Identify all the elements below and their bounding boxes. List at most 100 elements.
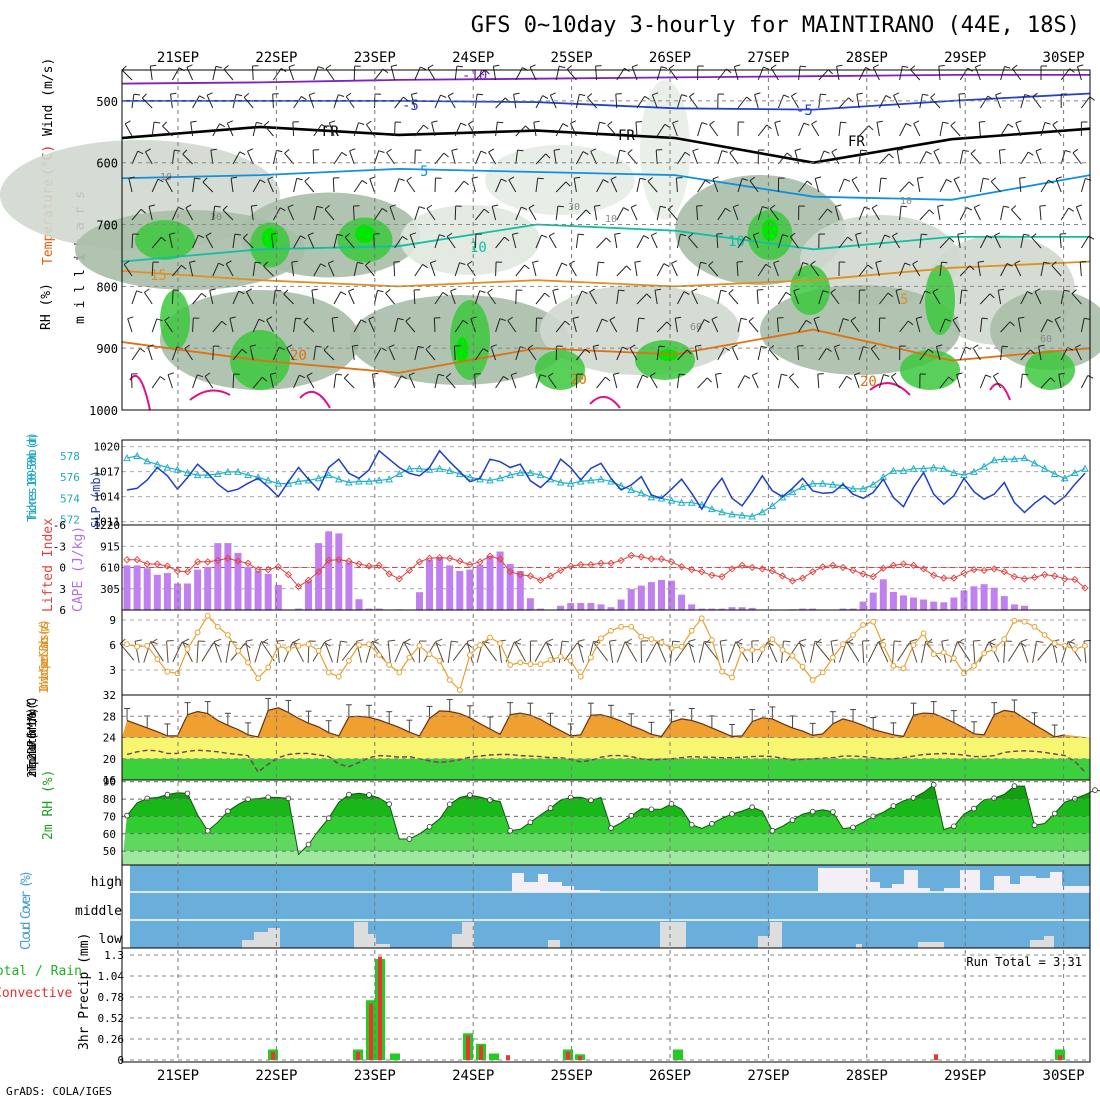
isotherm-label: 30 bbox=[568, 202, 580, 213]
surface-wind-barb-flag bbox=[294, 639, 300, 642]
wind-barb-flag bbox=[378, 290, 384, 291]
wind-barb-flag bbox=[399, 179, 405, 181]
cloud-high-bar bbox=[562, 886, 574, 892]
wind-barb bbox=[172, 290, 173, 304]
wind-speed-point bbox=[488, 635, 493, 640]
rh-point bbox=[246, 797, 251, 802]
rh-point bbox=[891, 804, 896, 809]
cape-bar bbox=[618, 600, 625, 611]
wind-barb bbox=[839, 122, 841, 136]
surface-wind-barb-flag bbox=[388, 640, 395, 641]
surface-wind-barb bbox=[1038, 644, 1052, 661]
cape-bar bbox=[224, 543, 231, 610]
surface-wind-barb bbox=[373, 643, 386, 661]
wind-speed-point bbox=[447, 678, 452, 683]
surface-wind-barb bbox=[816, 644, 830, 661]
wind-speed-point bbox=[226, 633, 231, 638]
wind-barb bbox=[1081, 236, 1088, 248]
wind-speed-point bbox=[820, 670, 825, 675]
wind-barb bbox=[854, 375, 859, 388]
cloud-high-bar bbox=[1010, 884, 1020, 892]
rh-point bbox=[831, 810, 836, 815]
wind-barb-flag bbox=[342, 152, 347, 155]
wind-barb-flag bbox=[963, 150, 969, 151]
wind-barb bbox=[615, 234, 617, 248]
wind-barb bbox=[391, 66, 394, 80]
wind-barb bbox=[859, 68, 865, 81]
wind-barb bbox=[435, 178, 436, 192]
wind-speed-point bbox=[417, 643, 422, 648]
cape-bar bbox=[265, 574, 272, 610]
precip-tick-label: 0.52 bbox=[98, 1012, 125, 1025]
wind-barb-flag bbox=[326, 65, 331, 68]
lifted-index-axis-label: Lifted Index bbox=[41, 518, 56, 612]
wind-speed-point bbox=[437, 658, 442, 663]
wind-barb-flag bbox=[191, 121, 197, 122]
cape-bar bbox=[920, 600, 927, 611]
wind-barb-flag bbox=[861, 150, 867, 151]
wind-barb bbox=[819, 70, 829, 80]
wind-barb bbox=[313, 150, 314, 164]
cape-tick-label: 305 bbox=[100, 583, 120, 596]
wind-barb bbox=[142, 98, 152, 108]
wind-barb bbox=[496, 122, 498, 136]
wind-barb bbox=[187, 67, 193, 80]
rh-shade-saturated bbox=[456, 337, 468, 363]
wind-speed-point bbox=[518, 660, 523, 665]
cape-bar bbox=[870, 593, 877, 610]
wind-barb-flag bbox=[619, 290, 625, 291]
wind-barb bbox=[738, 376, 745, 388]
rh-shade-moist bbox=[450, 300, 490, 380]
surface-wind-barb bbox=[1033, 641, 1037, 663]
wind-speed-point bbox=[911, 643, 916, 648]
temp-band-yellow bbox=[122, 738, 1090, 759]
wind-barb bbox=[569, 264, 576, 276]
wind-barb bbox=[374, 234, 375, 248]
wind-barb bbox=[452, 150, 455, 164]
wind-barb bbox=[152, 377, 160, 389]
rh-point bbox=[710, 821, 715, 826]
wind-barb bbox=[818, 374, 819, 388]
wind-barb-flag bbox=[787, 153, 792, 157]
wind-barb-flag bbox=[419, 207, 425, 209]
wind-barb bbox=[758, 67, 763, 80]
rh-point bbox=[952, 824, 957, 829]
rh-point bbox=[931, 782, 936, 787]
wind-barb-flag bbox=[631, 205, 636, 208]
temp-axis-label: 2m Temp 2m DewPt (6hr Min/Max) (°C) bbox=[25, 696, 39, 778]
cloud-high-bar bbox=[904, 870, 918, 892]
cloud-high-bar bbox=[524, 882, 538, 892]
cape-bar bbox=[144, 568, 151, 610]
wind-barb-flag bbox=[366, 121, 371, 124]
wind-barb bbox=[900, 182, 910, 192]
wind-labels: 10m Wind Speed & Barbs (m/s) bbox=[37, 619, 51, 694]
wind-barb-flag bbox=[1022, 374, 1028, 375]
wind-speed-point bbox=[155, 657, 160, 662]
wind-barb-flag bbox=[902, 66, 908, 67]
date-label-top: 25SEP bbox=[551, 50, 593, 66]
wind-barb-flag bbox=[692, 289, 697, 292]
surface-wind-barb bbox=[893, 641, 895, 663]
surface-wind-barb-flag bbox=[451, 641, 458, 642]
wind-barb bbox=[1021, 152, 1028, 164]
precip-total-bar bbox=[489, 1054, 499, 1061]
isotherm-label: -5 bbox=[402, 98, 419, 114]
wind-barb bbox=[852, 180, 859, 192]
cape-bar bbox=[628, 589, 635, 610]
wind-speed-point bbox=[760, 647, 765, 652]
rh-point bbox=[992, 796, 997, 801]
wind-barb bbox=[974, 207, 980, 220]
wind-barb bbox=[344, 378, 354, 388]
wind-barb-flag bbox=[824, 151, 830, 153]
rh-legend-label: RH (%) bbox=[39, 283, 54, 330]
surface-wind-barb-flag bbox=[245, 644, 250, 648]
wind-speed-point bbox=[145, 643, 150, 648]
wind-barb-flag bbox=[373, 373, 379, 374]
wind-barb-flag bbox=[428, 65, 433, 68]
wind-barb bbox=[873, 67, 879, 80]
wind-barb-flag bbox=[244, 93, 249, 97]
wind-barb bbox=[144, 292, 152, 304]
wind-barb bbox=[1081, 97, 1089, 108]
